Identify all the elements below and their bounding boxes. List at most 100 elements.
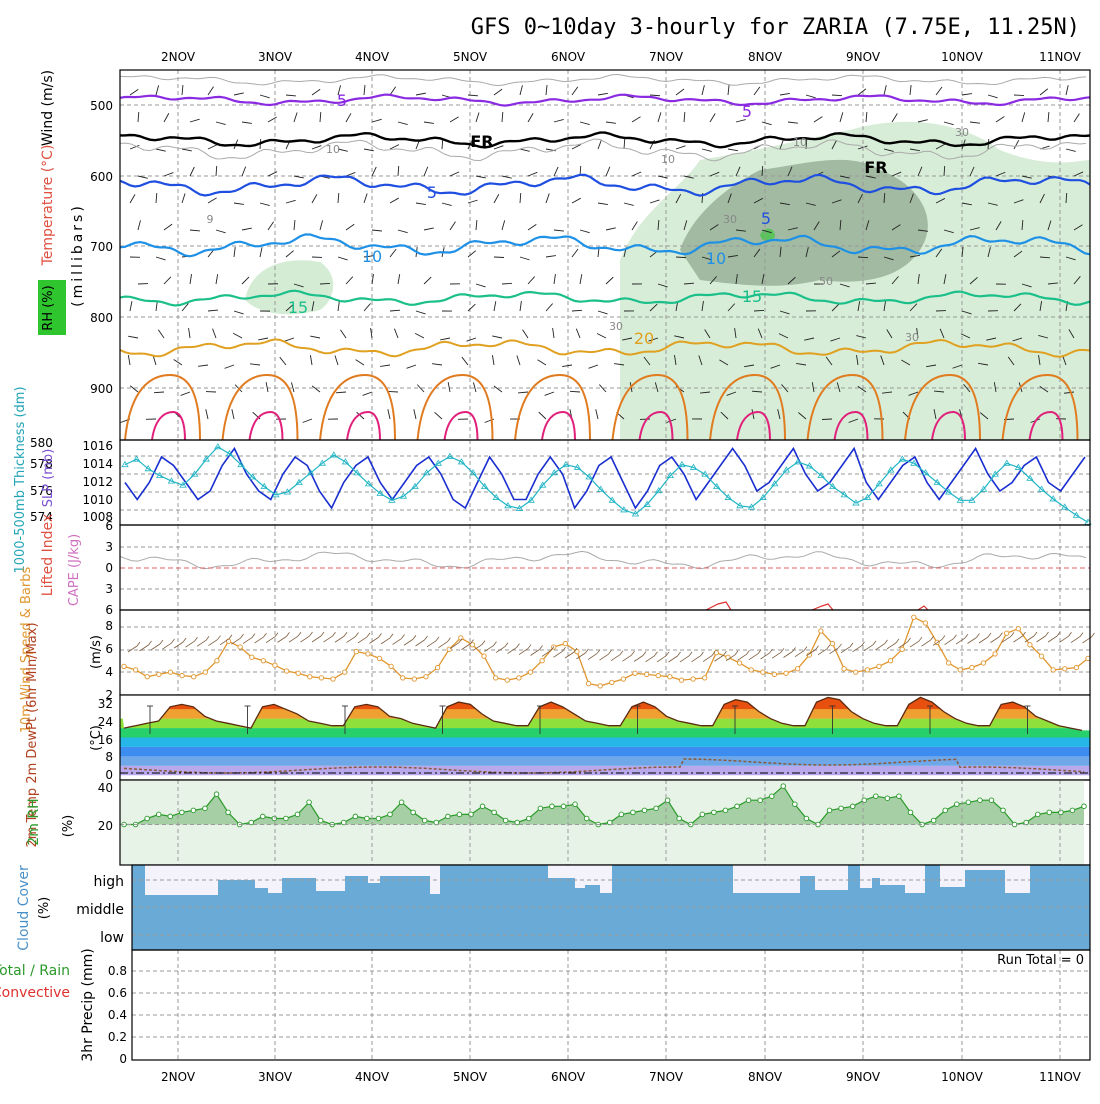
surface-wind-barb <box>439 642 448 648</box>
upper-axis-tick: 900 <box>90 382 113 396</box>
wind-speed-marker <box>795 667 799 671</box>
surface-wind-barb <box>588 654 597 660</box>
wind-speed-marker <box>308 675 312 679</box>
surface-wind-barb-tail <box>413 635 416 639</box>
wind-speed-marker <box>261 659 265 663</box>
surface-wind-barb <box>680 656 689 662</box>
surface-wind-barb <box>772 652 781 658</box>
wind-barb <box>676 257 686 258</box>
surface-wind-barb-tail <box>310 632 313 636</box>
rh-marker <box>978 798 983 803</box>
surface-wind-barb-tail <box>1011 632 1014 636</box>
surface-wind-barb <box>956 638 965 644</box>
surface-wind-barb-tail <box>701 652 704 656</box>
precip-tick: 0.8 <box>108 964 127 978</box>
surface-wind-barb-tail <box>850 643 853 647</box>
stability-tick: 3 <box>105 582 113 596</box>
rh-marker <box>677 816 682 821</box>
contour-label: 5 <box>337 91 347 110</box>
surface-wind-barb-tail <box>620 651 623 655</box>
cloud-gap <box>600 865 612 893</box>
surface-wind-barb <box>370 637 379 643</box>
rh-marker <box>214 792 219 797</box>
rh-marker <box>885 796 890 801</box>
surface-wind-barb-tail <box>747 650 750 654</box>
surface-wind-barb-tail <box>218 636 221 640</box>
rh-marker <box>399 800 404 805</box>
cloud-gap <box>940 865 965 887</box>
label-cloud-cover: Cloud Cover <box>16 865 32 951</box>
label-rh: RH (%) <box>41 285 56 330</box>
wind-speed-marker <box>482 654 486 658</box>
rh-marker <box>226 810 231 815</box>
slp-tick: 1014 <box>82 457 113 471</box>
cloud-gap <box>268 865 282 893</box>
surface-wind-barb <box>623 655 632 661</box>
surface-wind-barb-tail <box>563 647 566 651</box>
rh-marker <box>839 806 844 811</box>
surface-wind-barb-tail <box>172 639 175 643</box>
surface-wind-barb <box>289 636 298 642</box>
wind-speed-marker <box>737 661 741 665</box>
date-label-top: 8NOV <box>748 50 783 64</box>
surface-wind-barb-tail <box>540 646 543 650</box>
surface-wind-barb-tail <box>252 634 255 638</box>
wind-speed-marker <box>296 671 300 675</box>
rh-marker <box>850 804 855 809</box>
rh-marker <box>573 802 578 807</box>
wind-speed-marker <box>377 656 381 660</box>
surface-wind-barb-tail <box>724 651 727 655</box>
rh-marker <box>781 784 786 789</box>
wind-speed-marker <box>505 678 509 682</box>
rh-marker <box>527 816 532 821</box>
surface-wind-barb <box>358 637 367 643</box>
temp-tick: 0 <box>105 768 113 782</box>
surface-wind-barb-tail <box>333 632 336 636</box>
wind-speed-marker <box>610 680 614 684</box>
rh-marker <box>769 794 774 799</box>
wind-speed-marker <box>912 615 916 619</box>
date-label-top: 5NOV <box>453 50 488 64</box>
rh-marker <box>827 808 832 813</box>
rh-marker <box>1035 812 1040 817</box>
surface-wind-barb <box>945 639 954 645</box>
surface-wind-barb-tail <box>298 632 301 636</box>
surface-wind-barb <box>404 639 413 645</box>
stability-tick: 6 <box>105 519 113 533</box>
wind-speed-marker <box>1051 668 1055 672</box>
rh-marker <box>411 810 416 815</box>
contour-label: 20 <box>634 329 654 348</box>
rh-marker <box>284 816 289 821</box>
rh-marker <box>735 804 740 809</box>
precip-tick: 0 <box>119 1052 127 1066</box>
contour-label: 15 <box>288 298 308 317</box>
rh-marker <box>191 808 196 813</box>
rh-marker <box>203 806 208 811</box>
wind-speed-marker <box>191 675 195 679</box>
date-label-top: 3NOV <box>258 50 293 64</box>
wind-speed-marker <box>703 676 707 680</box>
surface-wind-barb <box>784 652 793 658</box>
date-label-top: 11NOV <box>1039 50 1081 64</box>
rh-tick: 40 <box>98 781 113 795</box>
surface-wind-barb <box>910 641 919 647</box>
wind-speed-marker <box>1063 667 1067 671</box>
wind-speed-marker <box>644 672 648 676</box>
surface-wind-barb <box>508 648 517 654</box>
panel-frame <box>132 950 1090 1060</box>
surface-wind-barb <box>312 636 321 642</box>
wind-speed-marker <box>145 675 149 679</box>
surface-wind-barb <box>968 637 977 643</box>
rh-marker <box>642 808 647 813</box>
contour-label: 50 <box>819 275 833 288</box>
wind-speed-marker <box>331 677 335 681</box>
label-rh2m-unit: (%) <box>61 815 76 838</box>
cloud-gap <box>282 865 316 878</box>
rh-marker <box>180 810 185 815</box>
surface-wind-barb <box>416 640 425 646</box>
label-precip-convective: Convective <box>0 985 70 1001</box>
surface-wind-barb <box>565 652 574 658</box>
rh-marker <box>966 800 971 805</box>
